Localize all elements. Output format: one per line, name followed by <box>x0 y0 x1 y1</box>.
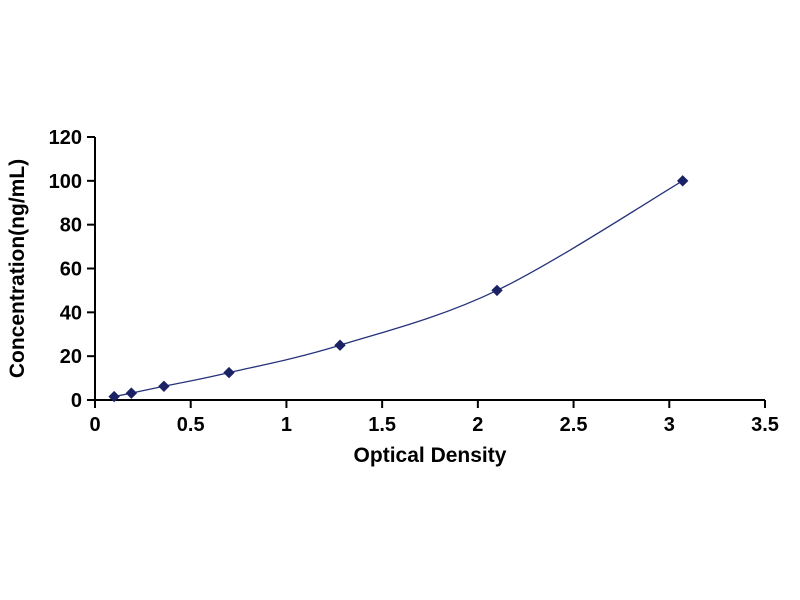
x-axis-label: Optical Density <box>354 444 507 467</box>
y-tick-label: 20 <box>60 346 82 368</box>
x-tick-label: 1.5 <box>368 414 396 436</box>
data-point-marker <box>108 390 120 403</box>
data-point-marker <box>491 284 503 297</box>
y-axis-label: Concentration(ng/mL) <box>6 159 29 378</box>
x-tick-label: 2 <box>472 414 483 436</box>
data-point-marker <box>676 175 689 187</box>
x-tick-label: 2.5 <box>560 414 588 436</box>
x-tick-label: 1 <box>281 414 292 436</box>
x-tick-label: 3.5 <box>751 414 779 436</box>
y-tick-label: 100 <box>49 171 82 193</box>
x-tick-label: 0 <box>89 414 100 436</box>
y-tick-label: 40 <box>60 302 82 324</box>
data-point-marker <box>334 339 346 351</box>
y-tick-label: 120 <box>49 127 82 149</box>
x-tick-label: 0.5 <box>177 414 205 436</box>
y-tick-label: 0 <box>71 390 82 412</box>
y-tick-label: 60 <box>60 259 82 281</box>
x-tick-label: 3 <box>664 414 675 436</box>
data-point-marker <box>223 366 235 379</box>
series-line <box>113 180 684 398</box>
data-point-marker <box>158 380 170 393</box>
data-point-marker <box>125 387 138 399</box>
y-tick-label: 80 <box>60 215 82 237</box>
